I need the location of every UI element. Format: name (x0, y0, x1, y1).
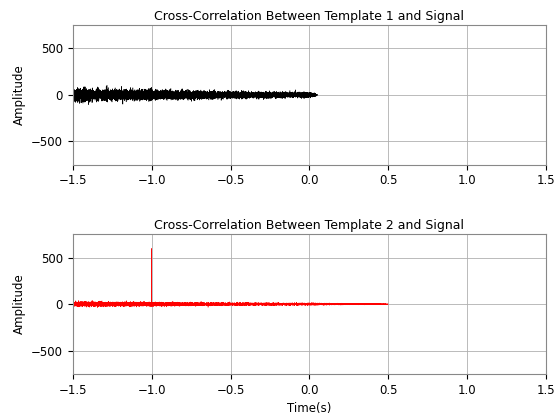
Title: Cross-Correlation Between Template 1 and Signal: Cross-Correlation Between Template 1 and… (155, 10, 464, 23)
X-axis label: Time(s): Time(s) (287, 402, 332, 415)
Title: Cross-Correlation Between Template 2 and Signal: Cross-Correlation Between Template 2 and… (155, 219, 464, 232)
Y-axis label: Amplitude: Amplitude (12, 274, 26, 334)
Y-axis label: Amplitude: Amplitude (12, 65, 26, 125)
